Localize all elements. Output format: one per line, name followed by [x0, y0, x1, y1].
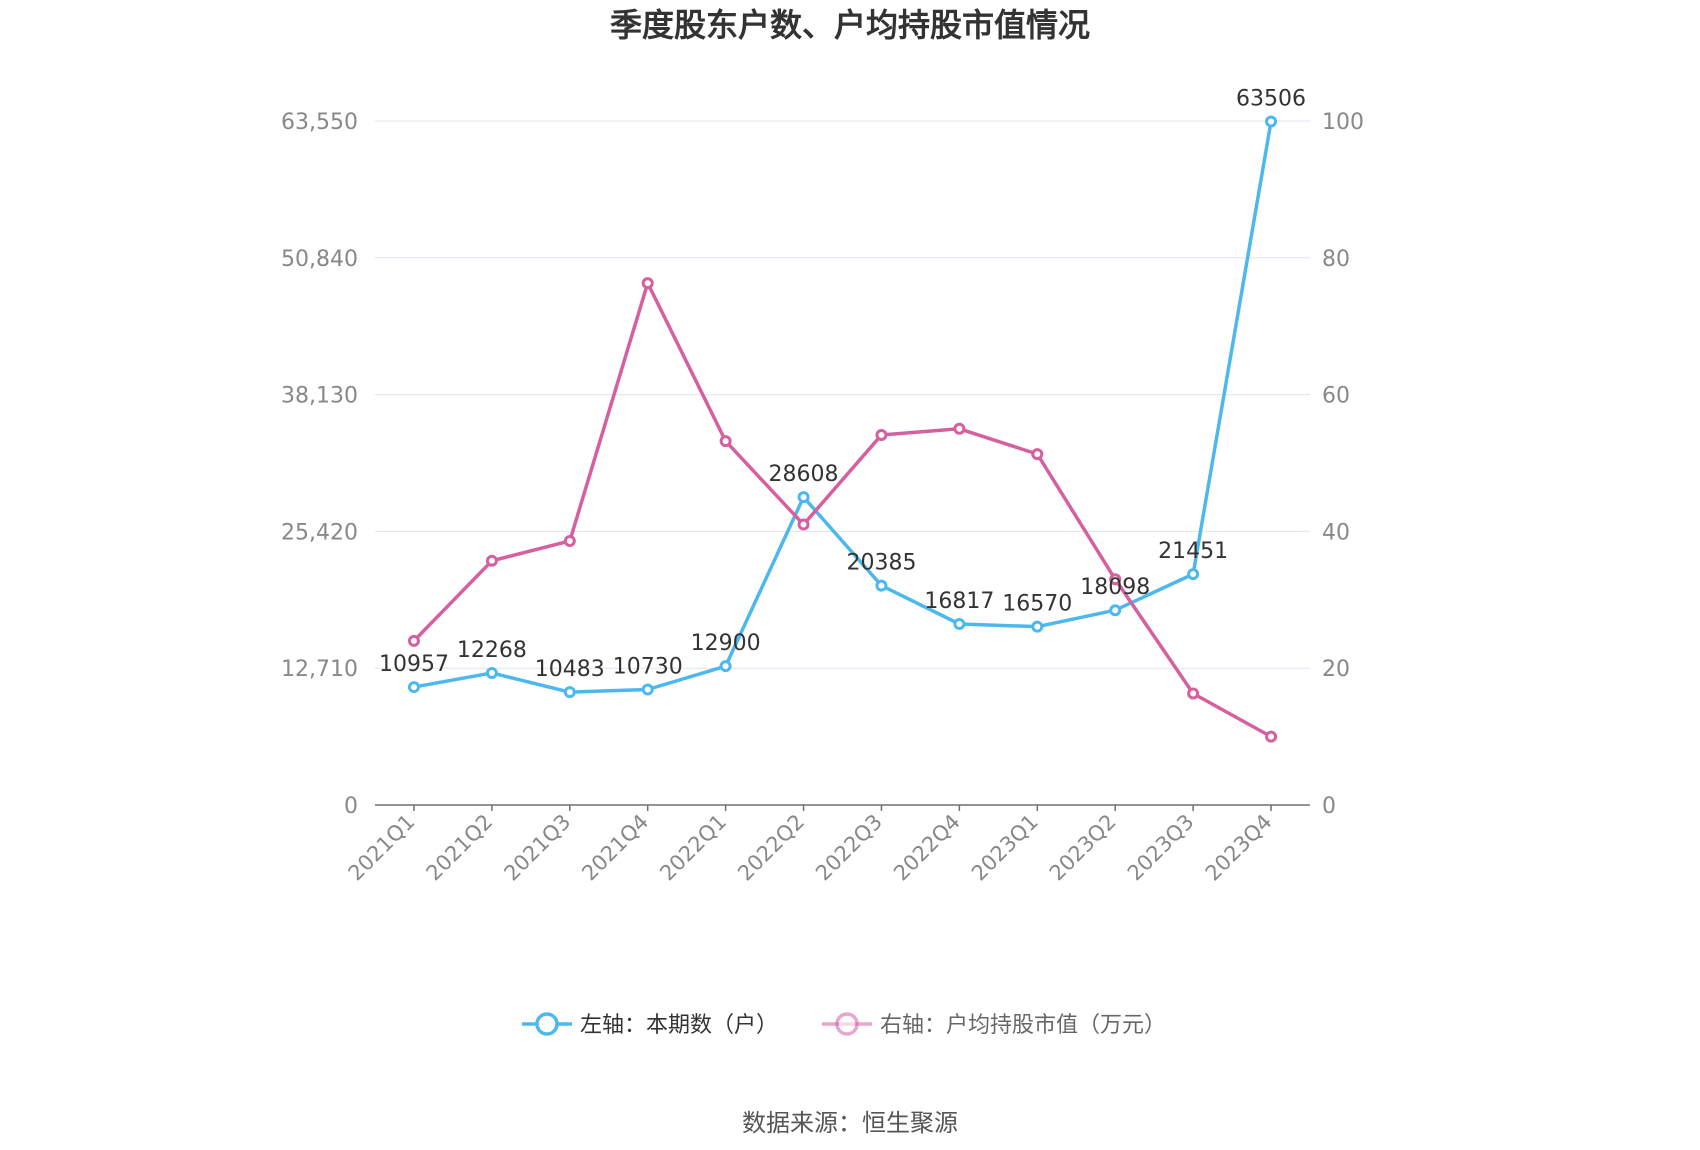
data-label: 10730 [613, 655, 683, 680]
legend-swatch-marker [835, 1012, 859, 1036]
data-point[interactable] [407, 634, 420, 647]
data-point[interactable] [485, 554, 498, 567]
data-label: 12268 [457, 638, 527, 663]
data-label: 16817 [924, 589, 994, 614]
x-tick-label: 2023Q2 [1045, 810, 1121, 886]
data-point[interactable] [1265, 730, 1278, 743]
x-tick-label: 2021Q4 [577, 810, 653, 886]
left-tick-label: 38,130 [281, 384, 358, 409]
data-point[interactable] [1265, 115, 1278, 128]
x-tick-label: 2023Q1 [967, 810, 1043, 886]
left-tick-label: 50,840 [281, 247, 358, 272]
left-tick-label: 25,420 [281, 520, 358, 545]
right-tick-label: 20 [1322, 657, 1350, 682]
left-tick-label: 12,710 [281, 657, 358, 682]
x-axis: 2021Q1 2021Q2 2021Q3 2021Q4 2022Q1 2022Q2 2022… [344, 804, 1310, 886]
legend: 左轴：本期数（户） 右轴：户均持股市值（万元） [522, 1012, 1166, 1038]
data-point[interactable] [953, 422, 966, 435]
right-tick-label: 0 [1322, 794, 1336, 819]
data-point[interactable] [1031, 620, 1044, 633]
data-point[interactable] [563, 686, 576, 699]
right-axis: 0 20 40 60 80 100 [1322, 110, 1364, 819]
data-label: 63506 [1236, 86, 1306, 111]
legend-item-label[interactable]: 右轴：户均持股市值（万元） [880, 1013, 1166, 1038]
chart-title: 季度股东户数、户均持股市值情况 [610, 6, 1090, 44]
right-tick-label: 60 [1322, 384, 1350, 409]
x-tick-label: 2021Q3 [499, 810, 575, 886]
x-tick-label: 2023Q3 [1123, 810, 1199, 886]
legend-swatch-marker [535, 1012, 559, 1036]
data-point[interactable] [719, 435, 732, 448]
source-note: 数据来源：恒生聚源 [742, 1109, 958, 1137]
x-tick-label: 2022Q1 [655, 810, 731, 886]
data-point[interactable] [719, 660, 732, 673]
data-point[interactable] [875, 579, 888, 592]
data-point[interactable] [641, 277, 654, 290]
data-point[interactable] [485, 666, 498, 679]
x-tick-label: 2022Q2 [733, 810, 809, 886]
right-tick-label: 40 [1322, 520, 1350, 545]
data-point[interactable] [875, 428, 888, 441]
left-tick-label: 0 [344, 794, 358, 819]
data-point[interactable] [1031, 448, 1044, 461]
data-labels: 10957 12268 10483 10730 12900 28608 20385 16817… [379, 86, 1306, 682]
left-tick-label: 63,550 [281, 110, 358, 135]
x-tick-label: 2023Q4 [1201, 810, 1277, 886]
data-label: 20385 [846, 551, 916, 576]
data-label: 16570 [1002, 592, 1072, 617]
data-point[interactable] [797, 518, 810, 531]
data-point[interactable] [563, 534, 576, 547]
x-tick-label: 2021Q1 [344, 810, 420, 886]
data-point[interactable] [641, 683, 654, 696]
series-line [412, 281, 1272, 739]
x-tick-label: 2022Q3 [811, 810, 887, 886]
legend-item-label[interactable]: 左轴：本期数（户） [580, 1013, 778, 1038]
data-point[interactable] [407, 681, 420, 694]
series-layer [407, 115, 1278, 743]
data-label: 12900 [691, 631, 761, 656]
x-tick-label: 2022Q4 [889, 810, 965, 886]
right-tick-label: 100 [1322, 110, 1364, 135]
right-tick-label: 80 [1322, 247, 1350, 272]
data-point[interactable] [1109, 573, 1122, 586]
data-point[interactable] [953, 617, 966, 630]
data-point[interactable] [797, 491, 810, 504]
series-line [413, 121, 1273, 694]
data-label: 18098 [1080, 575, 1150, 600]
grid [375, 120, 1310, 669]
x-tick-label: 2021Q2 [422, 810, 498, 886]
data-label: 28608 [769, 462, 839, 487]
data-point[interactable] [1109, 604, 1122, 617]
left-axis: 0 12,710 25,420 38,130 50,840 63,550 [281, 110, 358, 819]
data-label: 21451 [1158, 539, 1228, 564]
data-label: 10957 [379, 652, 449, 677]
data-label: 10483 [535, 657, 605, 682]
data-point[interactable] [1187, 687, 1200, 700]
data-point[interactable] [1187, 568, 1200, 581]
